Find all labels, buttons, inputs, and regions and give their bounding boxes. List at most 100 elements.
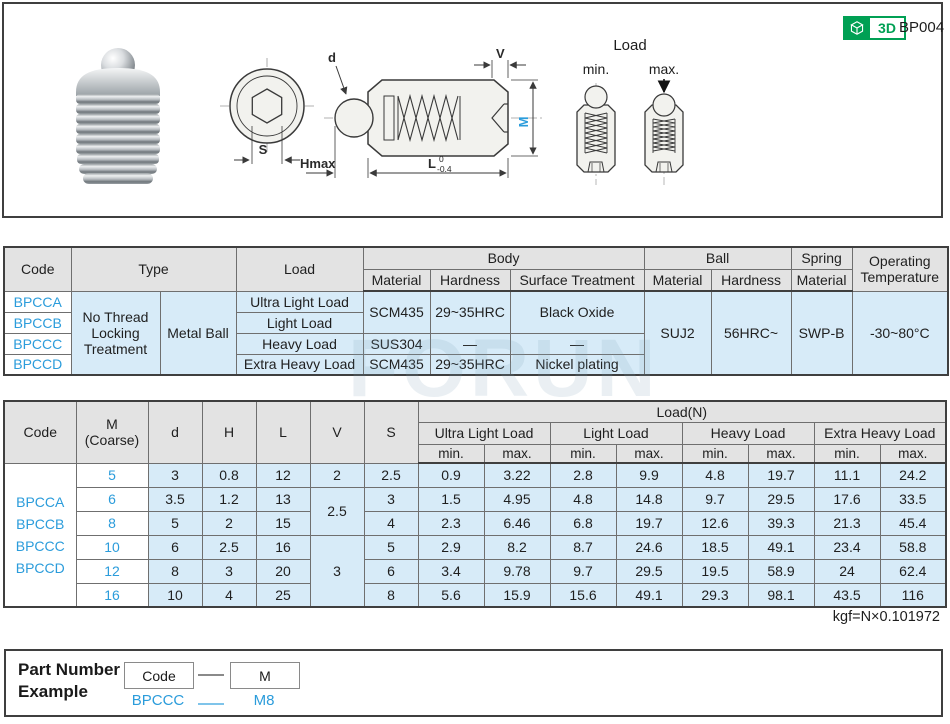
table-row: 16 10 4 25 8 5.6 15.9 15.6 49.1 29.3 98.…	[4, 582, 947, 608]
dim-header-m-line2: (Coarse)	[84, 432, 140, 449]
spec-surface-cell: Black Oxide	[509, 290, 645, 334]
spec-header-ball-hardness: Hardness	[710, 268, 792, 292]
dim-h-cell: 3	[201, 558, 257, 584]
dim-load-cell: 49.1	[615, 582, 683, 608]
spec-load-cell: Heavy Load	[235, 332, 364, 355]
dim-header-load-n: Load(N)	[417, 400, 947, 423]
dim-load-cell: 12.6	[681, 510, 749, 536]
dim-load-cell: 23.4	[813, 534, 881, 560]
spec-ball-material-cell: SUJ2	[643, 290, 712, 376]
spec-op-temp-cell: -30~80°C	[851, 290, 949, 376]
dim-load-cell: 4.95	[483, 486, 551, 512]
dim-load-cell: 43.5	[813, 582, 881, 608]
dim-h-cell: 4	[201, 582, 257, 608]
dim-load-cell: 3.22	[483, 462, 551, 488]
part-number-example-m: M8	[253, 692, 275, 709]
spec-header-ball-material: Material	[643, 268, 712, 292]
dim-load-cell: 19.7	[747, 462, 815, 488]
dim-code: BPCCD	[15, 559, 65, 576]
spec-header-load: Load	[235, 246, 364, 292]
dim-d-cell: 6	[147, 534, 203, 560]
part-number-example-code: BPCCC	[131, 692, 185, 709]
spec-body-hardness-cell: 29~35HRC	[429, 290, 511, 334]
spec-surface-cell: —	[509, 332, 645, 355]
dim-m-label: M	[516, 117, 531, 128]
dim-l-tol-bottom: -0.4	[437, 164, 452, 174]
load-diagram-title: Load	[613, 37, 646, 54]
dim-l-cell: 12	[255, 462, 311, 488]
dim-header-max: max.	[483, 443, 551, 464]
dim-v-cell: 2	[309, 462, 365, 488]
side-view-drawing: d V M Hmax L 0 -0.4	[300, 46, 542, 178]
dim-header-heavy: Heavy Load	[681, 421, 815, 445]
dim-h-cell: 2	[201, 510, 257, 536]
dim-l-cell: 20	[255, 558, 311, 584]
spec-body-material-cell: SCM435	[362, 353, 431, 376]
dim-s-cell: 5	[363, 534, 419, 560]
spec-load-cell: Light Load	[235, 311, 364, 334]
dim-m-cell: 8	[75, 510, 149, 536]
dim-load-cell: 9.9	[615, 462, 683, 488]
dim-load-cell: 11.1	[813, 462, 881, 488]
table-row: 10 6 2.5 16 3 5 2.9 8.2 8.7 24.6 18.5 49…	[4, 534, 947, 608]
dim-load-cell: 24.2	[879, 462, 947, 488]
dim-header-min: min.	[681, 443, 749, 464]
dim-h-cell: 1.2	[201, 486, 257, 512]
table-row: BPCCA No Thread Locking Treatment Metal …	[3, 290, 949, 376]
table-row: 6 3.5 1.2 13 2.5 3 1.5 4.95 4.8 14.8 9.7…	[4, 486, 947, 536]
table-row: 12 8 3 20 6 3.4 9.78 9.7 29.5 19.5 58.9 …	[4, 558, 947, 584]
dim-header-s: S	[363, 400, 419, 464]
front-view-drawing: S	[220, 58, 314, 164]
part-number-dash	[198, 674, 224, 676]
dim-load-cell: 62.4	[879, 558, 947, 584]
dim-l-cell: 13	[255, 486, 311, 512]
spec-header-spring-material: Material	[790, 268, 853, 292]
dim-load-cell: 98.1	[747, 582, 815, 608]
spec-header-ball: Ball	[643, 246, 792, 270]
spec-header-type: Type	[70, 246, 237, 292]
dim-load-cell: 45.4	[879, 510, 947, 536]
spec-header-op-temp: Operating Temperature	[851, 246, 949, 292]
load-max-label: max.	[649, 61, 679, 77]
dim-header-m-line1: M	[106, 416, 118, 433]
dim-header-m: M (Coarse)	[75, 400, 149, 464]
spec-body-hardness-cell: 29~35HRC	[429, 353, 511, 376]
spec-header-code: Code	[3, 246, 72, 292]
dim-load-cell: 29.3	[681, 582, 749, 608]
dim-load-cell: 6.8	[549, 510, 617, 536]
dim-load-cell: 15.6	[549, 582, 617, 608]
dim-header-max: max.	[879, 443, 947, 464]
dim-load-cell: 9.7	[681, 486, 749, 512]
spec-body-material-cell: SCM435	[362, 290, 431, 334]
dim-d-label: d	[328, 50, 336, 65]
dim-load-cell: 33.5	[879, 486, 947, 512]
spec-spring-material-cell: SWP-B	[790, 290, 853, 376]
dim-s-cell: 3	[363, 486, 419, 512]
spec-code-cell: BPCCD	[3, 353, 72, 376]
dim-load-cell: 29.5	[747, 486, 815, 512]
dim-load-cell: 29.5	[615, 558, 683, 584]
spec-header-spring: Spring	[790, 246, 853, 270]
dim-load-cell: 15.9	[483, 582, 551, 608]
dim-load-cell: 21.3	[813, 510, 881, 536]
dim-d-cell: 3	[147, 462, 203, 488]
dim-load-cell: 4.8	[549, 486, 617, 512]
table-row: BPCCA BPCCB BPCCC BPCCD 5 3 0.8 12 2 2.5…	[3, 462, 947, 608]
table-row: BPCCB Light Load	[3, 311, 948, 334]
3d-model-badge[interactable]: 3D	[843, 16, 906, 40]
dim-m-cell: 16	[75, 582, 149, 608]
dim-v-label: V	[496, 46, 505, 61]
dim-load-cell: 58.8	[879, 534, 947, 560]
dim-m-cell: 6	[75, 486, 149, 512]
dim-header-max: max.	[615, 443, 683, 464]
dim-m-cell: 5	[75, 462, 149, 488]
dim-load-cell: 1.5	[417, 486, 485, 512]
spec-header-surface-treatment: Surface Treatment	[509, 268, 645, 292]
dim-load-cell: 8.2	[483, 534, 551, 560]
3d-cube-icon	[843, 16, 870, 40]
dim-header-v: V	[309, 400, 365, 464]
dim-header-extra-heavy: Extra Heavy Load	[813, 421, 947, 445]
dim-l-tol-top: 0	[439, 154, 444, 164]
spec-code-cell: BPCCA	[3, 290, 72, 313]
dim-l-cell: 16	[255, 534, 311, 560]
